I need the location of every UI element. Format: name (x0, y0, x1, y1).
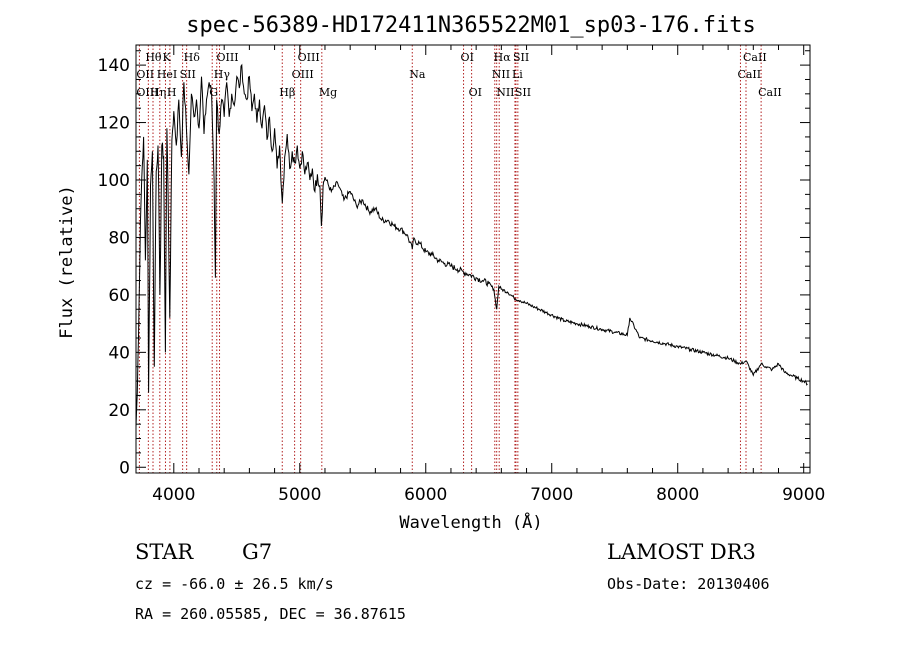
x-tick-label: 4000 (152, 485, 195, 505)
spectral-line-label: G (209, 86, 218, 99)
spectral-line-label: Mg (319, 86, 337, 99)
spectral-line-label: CaII (743, 51, 767, 64)
line-markers (138, 45, 762, 473)
x-tick-label: 9000 (782, 485, 825, 505)
spectral-line-label: Na (409, 68, 426, 81)
spectral-line-label: SII (513, 51, 529, 64)
x-axis-ticks: 4000 5000 6000 7000 8000 9000 (152, 45, 825, 505)
spectral-line-label: K (162, 51, 171, 64)
spectral-line-label: NII (492, 68, 510, 81)
y-tick-label: 140 (98, 56, 130, 76)
spectral-line-label: Hβ (279, 86, 295, 99)
y-tick-label: 40 (108, 343, 130, 363)
spectral-line-label: OII (136, 68, 154, 81)
spectral-line-label: HeI (157, 68, 177, 81)
y-tick-label: 60 (108, 286, 130, 306)
spectral-line-label: Hδ (184, 51, 201, 64)
object-class: STAR (135, 540, 194, 564)
spectral-line-label: OI (469, 86, 482, 99)
x-tick-label: 6000 (404, 485, 447, 505)
y-tick-label: 100 (98, 171, 130, 191)
spectral-line-label: CaII (758, 86, 782, 99)
spectral-line-label: Li (512, 68, 523, 81)
flux-series-line (135, 63, 808, 428)
spectral-line-label: OI (461, 51, 474, 64)
object-subclass: G7 (242, 540, 272, 564)
redshift-cz: cz = -66.0 ± 26.5 km/s (135, 575, 334, 593)
spectral-line-label: Hα (494, 51, 512, 64)
spectral-line-label: SII (515, 86, 531, 99)
spectral-line-label: OIII (292, 68, 314, 81)
x-tick-label: 8000 (656, 485, 699, 505)
spectral-line-label: CaII (737, 68, 761, 81)
spectral-line-label: OIII (217, 51, 239, 64)
spectral-line-label: Hθ (145, 51, 162, 64)
spectral-line-label: OIII (136, 86, 158, 99)
spectral-line-label: H (167, 86, 177, 99)
spectral-line-label: NII (496, 86, 514, 99)
spectral-line-label: Hγ (214, 68, 231, 81)
y-tick-label: 120 (98, 114, 130, 134)
coordinates: RA = 260.05585, DEC = 36.87615 (135, 605, 406, 623)
y-tick-label: 20 (108, 401, 130, 421)
y-tick-label: 0 (119, 458, 130, 478)
x-tick-label: 5000 (278, 485, 321, 505)
spectral-line-label: SII (180, 68, 196, 81)
x-tick-label: 7000 (530, 485, 573, 505)
plot-frame (135, 44, 811, 474)
y-axis-ticks: 0 20 40 60 80 100 120 140 (98, 50, 810, 478)
observation-date: Obs-Date: 20130406 (607, 575, 770, 593)
y-tick-label: 80 (108, 228, 130, 248)
x-axis-label: Wavelength (Å) (399, 511, 542, 533)
survey-name: LAMOST DR3 (607, 540, 756, 564)
spectral-line-label: Hη (150, 86, 166, 99)
y-axis-label: Flux (relative) (57, 185, 77, 339)
spectral-line-label: OIII (298, 51, 320, 64)
chart-title: spec-56389-HD172411N365522M01_sp03-176.f… (186, 13, 756, 38)
